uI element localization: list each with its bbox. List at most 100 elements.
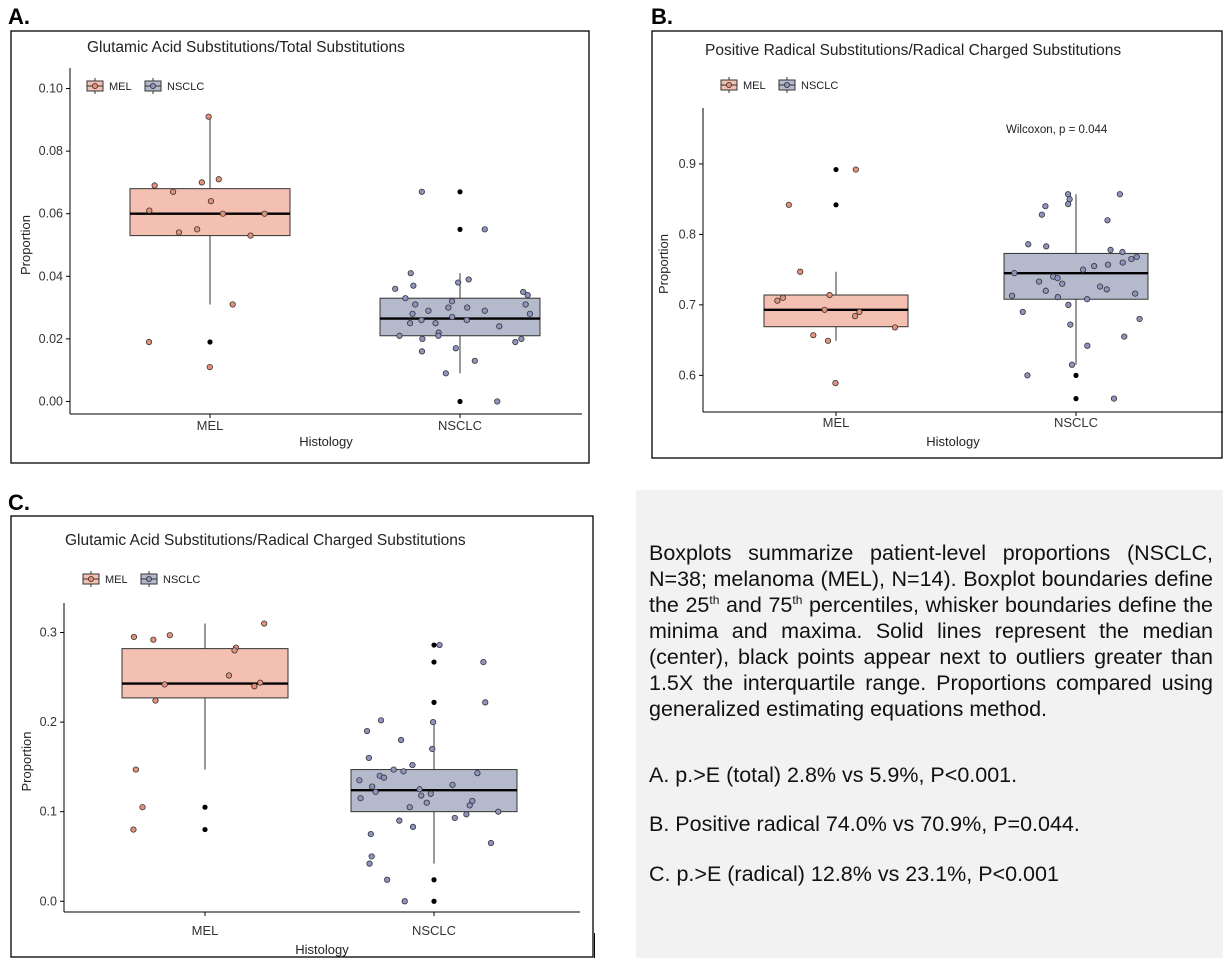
data-point (463, 317, 470, 324)
legend-label-mel: MEL (743, 80, 766, 92)
data-point (429, 745, 436, 753)
legend-key-point (726, 82, 733, 89)
y-tick-label: 0.08 (39, 144, 63, 158)
data-point (1132, 290, 1139, 297)
data-point (151, 182, 158, 189)
data-point (466, 802, 473, 809)
y-tick-label: 0.1 (40, 805, 57, 819)
legend-key-point (149, 83, 156, 90)
data-point (409, 761, 416, 769)
data-point (367, 830, 374, 838)
outlier-point (202, 826, 208, 833)
data-point (856, 308, 863, 316)
data-point (518, 335, 525, 342)
data-point (1067, 321, 1074, 328)
data-point (425, 307, 432, 314)
data-point (1104, 261, 1112, 268)
data-point (251, 683, 258, 690)
panel-letter-b: B. (651, 4, 673, 29)
data-point (1084, 342, 1091, 349)
data-point (194, 226, 201, 233)
y-axis-label: Proportion (18, 215, 33, 275)
data-point (369, 783, 376, 790)
data-point (1065, 200, 1072, 208)
data-point (852, 166, 859, 173)
chart-title: Glutamic Acid Substitutions/Radical Char… (65, 532, 466, 549)
chart-panel-c: Glutamic Acid Substitutions/Radical Char… (10, 515, 594, 958)
data-point (445, 304, 452, 311)
outlier-point (207, 339, 213, 345)
x-axis-label: Histology (295, 942, 349, 957)
data-point (418, 317, 425, 324)
data-point (1065, 301, 1072, 308)
data-point (452, 345, 459, 352)
outlier-point (431, 659, 437, 665)
data-point (455, 279, 462, 286)
y-tick-label: 0.00 (39, 394, 63, 408)
legend-key-point (88, 576, 95, 583)
outlier-point (431, 642, 437, 648)
caption-text-2: and 75 (719, 593, 793, 617)
data-point (152, 697, 159, 704)
y-tick-label: 0.6 (679, 368, 696, 382)
data-point (1119, 248, 1126, 256)
legend-label-nsclc: NSCLC (801, 80, 838, 92)
chart-title: Positive Radical Substitutions/Radical C… (705, 42, 1121, 59)
x-tick-label-nsclc: NSCLC (412, 923, 456, 938)
data-point (1038, 211, 1045, 218)
panel-border (10, 515, 594, 958)
data-point (150, 636, 157, 643)
data-point (384, 876, 391, 883)
data-point (372, 788, 379, 796)
data-point (357, 795, 364, 802)
y-tick-label: 0.9 (679, 157, 696, 171)
y-tick-label: 0.2 (40, 715, 57, 729)
data-point (175, 229, 183, 236)
caption-line-b: B. Positive radical 74.0% vs 70.9%, P=0.… (649, 812, 1080, 836)
data-point (810, 332, 817, 339)
y-tick-label: 0.06 (39, 207, 63, 221)
caption-box: Boxplots summarize patient-level proport… (636, 490, 1223, 958)
data-point (198, 179, 205, 186)
data-point (401, 898, 408, 905)
y-tick-label: 0.04 (39, 269, 63, 283)
data-point (1011, 270, 1018, 277)
panel-border (651, 30, 1223, 459)
caption-line-c: C. p.>E (radical) 12.8% vs 23.1%, P<0.00… (649, 862, 1059, 886)
data-point (474, 770, 481, 777)
data-point (380, 774, 387, 781)
data-point (215, 176, 222, 183)
data-point (418, 792, 425, 799)
data-point (397, 736, 405, 744)
data-point (482, 699, 489, 706)
data-point (1043, 243, 1050, 250)
x-tick-label-mel: MEL (823, 415, 850, 430)
data-point (481, 307, 488, 314)
data-point (409, 823, 417, 830)
data-point (229, 301, 236, 308)
data-point (1042, 203, 1049, 210)
outlier-point (833, 202, 839, 208)
stat-annotation: Wilcoxon, p = 0.044 (1006, 124, 1108, 136)
data-point (412, 301, 419, 308)
caption-text-3: percentiles, whisker boundaries define t… (649, 593, 1214, 721)
data-point (257, 679, 264, 686)
box-mel (121, 648, 289, 699)
data-point (161, 681, 168, 688)
data-point (402, 295, 409, 302)
data-point (1133, 253, 1140, 261)
data-point (409, 310, 416, 317)
data-point (471, 357, 478, 364)
data-point (832, 380, 839, 387)
data-point (891, 324, 899, 331)
data-point (231, 647, 238, 654)
data-point (363, 727, 371, 735)
data-point (139, 804, 146, 811)
legend-label-nsclc: NSCLC (167, 81, 204, 93)
y-tick-label: 0.02 (39, 332, 63, 346)
data-point (824, 337, 832, 344)
data-point (1079, 266, 1087, 273)
chart-panel-b: Positive Radical Substitutions/Radical C… (651, 30, 1223, 459)
data-point (261, 620, 268, 627)
data-point (464, 304, 471, 311)
